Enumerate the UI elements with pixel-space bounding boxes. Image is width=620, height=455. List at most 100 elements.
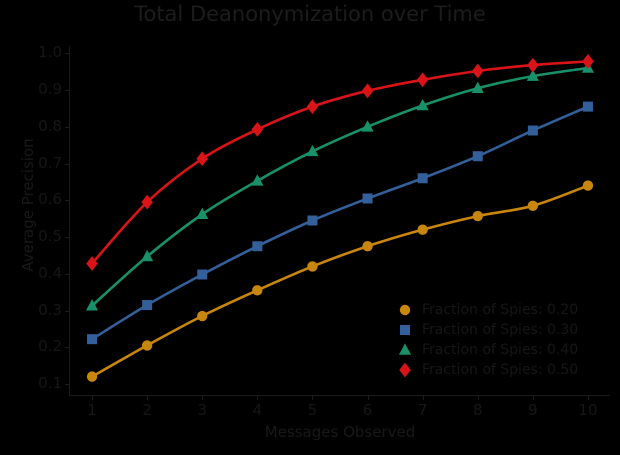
series-group <box>86 54 594 271</box>
y-axis-spine <box>69 46 70 395</box>
legend-marker-icon <box>388 320 422 340</box>
data-point-marker <box>582 180 594 191</box>
plot-area <box>70 46 610 395</box>
x-tick-label-text: 6 <box>362 401 373 419</box>
y-tick-label: 0.1 <box>18 373 62 392</box>
y-tick-label-text: 0.6 <box>38 190 62 209</box>
x-tick-label: 10 <box>568 401 608 421</box>
series-group <box>86 180 594 382</box>
y-tick-label: 0.7 <box>18 155 62 172</box>
x-axis-spine <box>69 395 610 396</box>
legend-marker-icon <box>388 300 422 320</box>
data-point-marker <box>362 241 373 252</box>
y-tick-mark <box>65 53 70 55</box>
x-tick-label: 4 <box>237 401 277 421</box>
data-point-marker <box>417 173 428 184</box>
x-tick-mark <box>422 395 424 400</box>
data-point-marker <box>472 151 483 162</box>
data-point-marker <box>526 69 539 81</box>
legend-item[interactable]: Fraction of Spies: 0.30 <box>388 320 608 340</box>
data-point-marker <box>398 343 412 355</box>
legend-marker-icon <box>388 360 422 380</box>
data-point-marker <box>252 241 263 252</box>
y-tick-label: 0.4 <box>18 263 62 282</box>
series-canvas <box>85 54 595 382</box>
x-tick-label: 5 <box>292 401 332 421</box>
x-tick-label-text: 4 <box>252 401 263 419</box>
y-tick-label: 0.9 <box>18 82 62 98</box>
legend-item-label: Fraction of Spies: 0.50 <box>422 362 579 378</box>
data-point-marker <box>527 200 539 212</box>
legend-item-label: Fraction of Spies: 0.30 <box>422 322 579 338</box>
y-tick-mark <box>65 237 70 239</box>
x-tick-label-text: 1 <box>87 401 97 419</box>
x-tick-label: 6 <box>348 401 388 421</box>
data-point-marker <box>361 120 374 132</box>
data-point-marker <box>399 362 411 378</box>
data-point-marker <box>471 63 484 79</box>
x-tick-label-text: 3 <box>197 401 207 419</box>
data-point-marker <box>307 261 318 272</box>
data-point-marker <box>252 285 263 296</box>
x-tick-mark <box>367 395 369 400</box>
data-point-marker <box>361 83 374 99</box>
x-tick-mark <box>92 395 94 400</box>
x-axis-label: Messages Observed <box>264 423 416 441</box>
data-point-marker <box>472 210 483 222</box>
x-tick-label: 9 <box>513 401 553 421</box>
y-tick-mark <box>65 126 70 128</box>
y-tick-label-text: 0.1 <box>38 373 62 392</box>
y-tick-mark <box>65 383 70 385</box>
data-point-marker <box>306 99 319 115</box>
chart-legend: Fraction of Spies: 0.20 Fraction of Spies… <box>388 300 608 380</box>
data-point-marker <box>87 334 98 345</box>
series-line <box>90 60 590 265</box>
data-point-marker <box>527 57 539 73</box>
y-tick-mark <box>65 273 70 275</box>
data-point-marker <box>416 72 429 88</box>
x-tick-label: 2 <box>127 401 167 421</box>
x-tick-mark <box>587 395 589 400</box>
y-tick-label-text: 0.5 <box>38 227 62 246</box>
x-tick-label-text: 5 <box>307 401 318 419</box>
series-line <box>90 66 590 308</box>
data-point-marker <box>197 269 208 280</box>
x-tick-label-text: 7 <box>417 401 428 419</box>
data-point-marker <box>141 249 154 262</box>
x-tick-mark <box>147 395 149 400</box>
legend-item-label: Fraction of Spies: 0.40 <box>422 342 579 358</box>
data-point-marker <box>417 224 428 235</box>
x-tick-mark <box>202 395 204 400</box>
legend-item[interactable]: Fraction of Spies: 0.20 <box>388 300 608 320</box>
series-line <box>90 105 590 341</box>
data-point-marker <box>142 299 153 310</box>
page-title: Total Deanonymization over Time <box>134 2 486 26</box>
data-point-marker <box>251 121 264 137</box>
legend-item[interactable]: Fraction of Spies: 0.40 <box>388 340 608 360</box>
data-point-marker <box>307 215 318 226</box>
y-tick-mark <box>65 347 70 349</box>
x-tick-label: 7 <box>403 401 443 421</box>
data-point-marker <box>582 101 593 112</box>
data-point-marker <box>141 340 153 351</box>
y-axis-label: Average Precision <box>19 138 37 272</box>
y-tick-label: 0.2 <box>18 339 62 355</box>
x-tick-mark <box>477 395 479 400</box>
y-tick-label: 1.0 <box>18 45 62 61</box>
y-tick-label-text: 0.2 <box>38 337 62 356</box>
y-tick-mark <box>65 163 70 165</box>
y-tick-label-text: 0.4 <box>38 263 62 282</box>
data-point-marker <box>251 174 264 186</box>
y-tick-label-text: 0.9 <box>38 80 62 99</box>
data-point-marker <box>527 125 538 136</box>
data-point-marker <box>362 193 373 204</box>
series-group <box>87 101 593 345</box>
data-point-marker <box>85 299 99 311</box>
legend-item[interactable]: Fraction of Spies: 0.50 <box>388 360 608 380</box>
data-point-marker <box>141 194 153 210</box>
data-point-marker <box>196 151 209 167</box>
y-tick-label-text: 0.8 <box>38 116 62 135</box>
x-tick-label: 3 <box>182 401 222 421</box>
data-point-marker <box>400 325 410 335</box>
